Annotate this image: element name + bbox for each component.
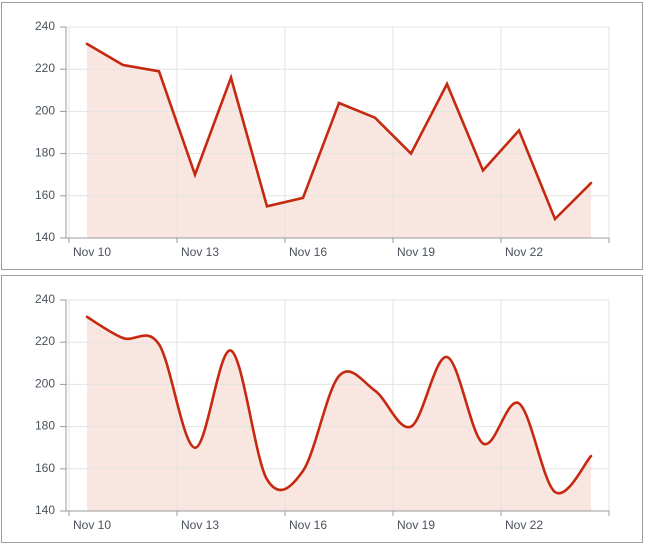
line-chart-panel: 240 220 200 180 160 140 Nov 10 Nov 13 Nov 16 Nov … (1, 2, 643, 270)
spline-chart-panel: 240 220 200 180 160 140 Nov 10 Nov 13 Nov 16 Nov … (1, 275, 643, 543)
x-axis-label: Nov 13 (181, 518, 219, 532)
x-axis-label: Nov 16 (289, 245, 327, 259)
x-axis-label: Nov 22 (505, 518, 543, 532)
y-axis-label: 180 (35, 419, 55, 433)
y-axis-label: 220 (35, 334, 55, 348)
x-axis-label: Nov 22 (505, 245, 543, 259)
series-area (87, 316, 591, 511)
spline-series-line (85, 315, 593, 495)
y-axis-label: 200 (35, 376, 55, 390)
y-axis-label: 200 (35, 103, 55, 117)
spline-chart[interactable]: 240 220 200 180 160 140 Nov 10 Nov 13 Nov 16 Nov … (2, 276, 642, 542)
y-axis-label: 180 (35, 146, 55, 160)
y-axis-label: 160 (35, 461, 55, 475)
x-axis-label: Nov 13 (181, 245, 219, 259)
x-axis-label: Nov 10 (73, 518, 111, 532)
x-axis-label: Nov 19 (397, 518, 435, 532)
y-axis-label: 220 (35, 61, 55, 75)
x-axis-label: Nov 19 (397, 245, 435, 259)
linear-series-line (85, 42, 593, 222)
y-axis-label: 240 (35, 292, 55, 306)
x-axis-label: Nov 16 (289, 518, 327, 532)
y-axis-label: 140 (35, 230, 55, 244)
y-axis-label: 240 (35, 19, 55, 33)
x-axis-label: Nov 10 (73, 245, 111, 259)
line-chart[interactable]: 240 220 200 180 160 140 Nov 10 Nov 13 Nov 16 Nov … (2, 3, 642, 269)
y-axis-label: 160 (35, 188, 55, 202)
series-area (87, 43, 591, 239)
y-axis-label: 140 (35, 503, 55, 517)
